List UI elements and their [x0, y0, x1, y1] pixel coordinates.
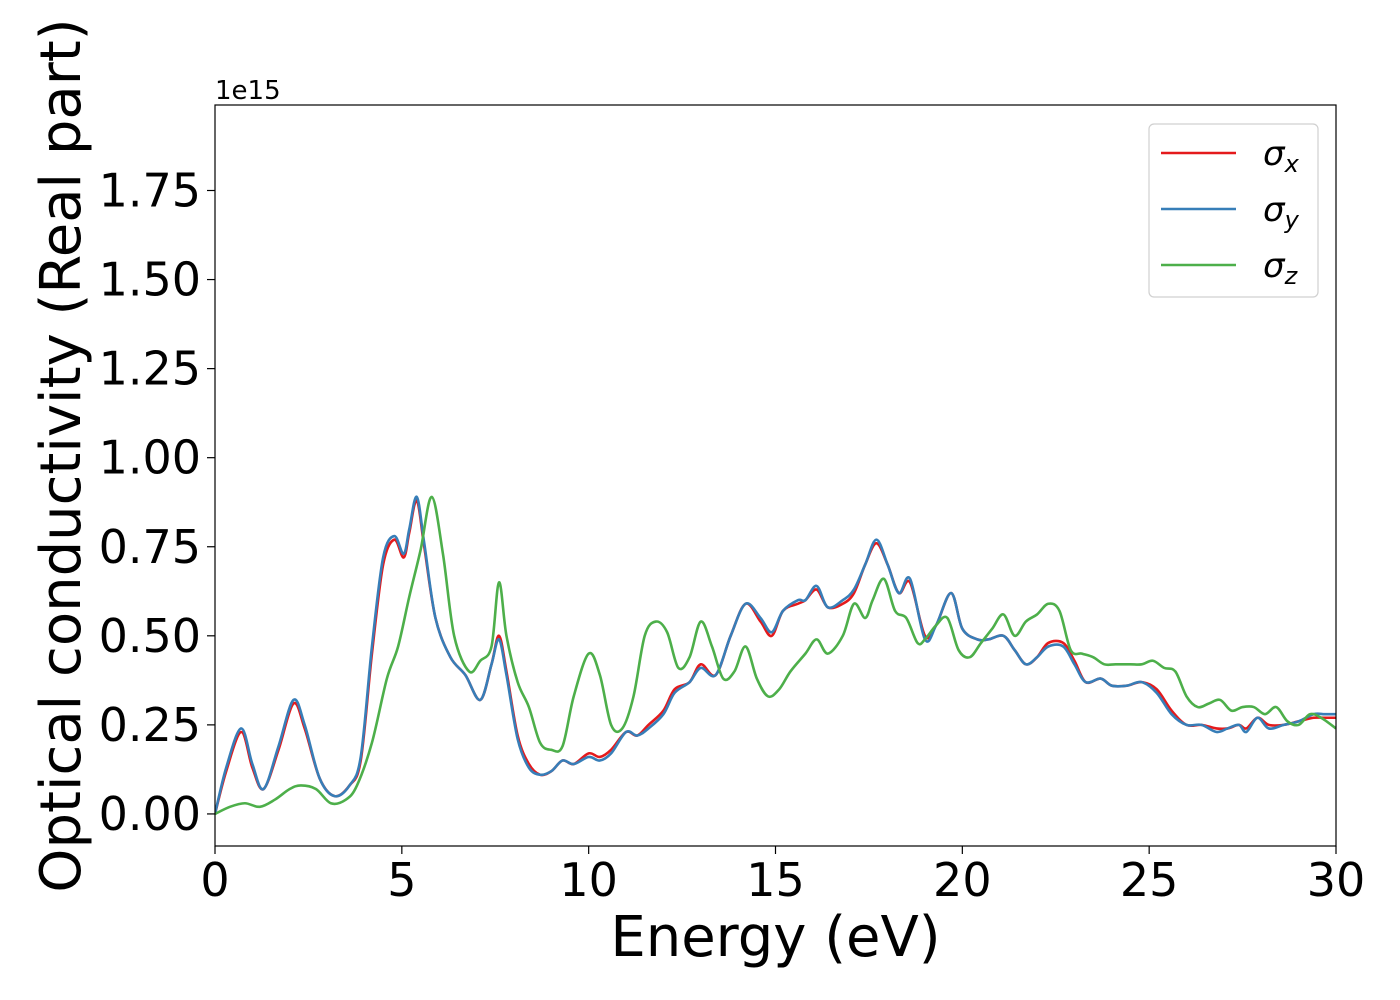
x-tick-label: 25	[1120, 853, 1179, 907]
series-line-x	[215, 499, 1336, 815]
y-offset-text: 1e15	[215, 76, 281, 106]
y-axis-ticks: 0.00 0.25 0.50 0.75 1.00 1.25 1.50 1.75	[99, 164, 215, 841]
y-tick-label: 0.50	[99, 609, 201, 663]
y-tick-label: 1.50	[99, 253, 201, 307]
series-line-y	[215, 495, 1336, 815]
x-tick-label: 30	[1307, 853, 1366, 907]
y-tick-label: 1.25	[99, 342, 201, 396]
y-tick-label: 1.75	[99, 164, 201, 218]
legend-box	[1148, 123, 1319, 298]
x-tick-label: 0	[200, 853, 229, 907]
y-tick-label: 0.75	[99, 520, 201, 574]
y-tick-label: 0.00	[99, 787, 201, 841]
x-tick-label: 5	[387, 853, 416, 907]
x-tick-label: 10	[559, 853, 618, 907]
legend-label-y: σy	[1263, 190, 1300, 234]
y-axis-label: Optical conductivity (Real part)	[29, 18, 94, 892]
x-axis-ticks: 0 5 10 15 20 25 30	[200, 846, 1365, 907]
series-line-z	[215, 495, 1336, 816]
x-tick-label: 20	[933, 853, 992, 907]
legend-label-x: σx	[1263, 134, 1300, 178]
y-tick-label: 0.25	[99, 698, 201, 752]
y-tick-label: 1.00	[99, 431, 201, 485]
legend-label-z: σz	[1263, 246, 1299, 290]
x-tick-label: 15	[746, 853, 805, 907]
legend: σx σy σz	[1148, 123, 1319, 298]
x-axis-label: Energy (eV)	[610, 905, 940, 970]
series-layer	[215, 495, 1336, 816]
